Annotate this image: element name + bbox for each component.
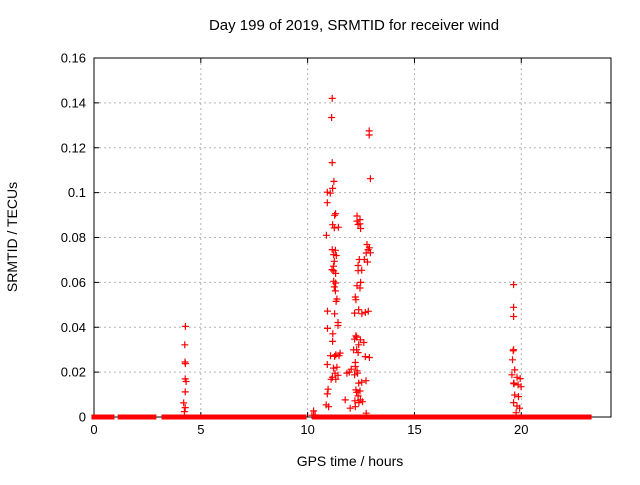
y-tick-label: 0.04 bbox=[61, 320, 86, 335]
x-tick-label: 10 bbox=[300, 422, 314, 437]
baseline-series bbox=[91, 414, 592, 420]
x-tick-label: 0 bbox=[90, 422, 97, 437]
grid-lines bbox=[94, 58, 611, 417]
y-tick-label: 0.1 bbox=[68, 185, 86, 200]
baseline-bar bbox=[514, 414, 525, 420]
x-tick-label: 20 bbox=[514, 422, 528, 437]
x-tick-labels: 0 5 10 15 20 bbox=[90, 422, 528, 437]
baseline-bar bbox=[161, 414, 307, 420]
baseline-bar bbox=[519, 414, 592, 420]
baseline-bar bbox=[91, 414, 115, 420]
baseline-bar bbox=[338, 414, 360, 420]
x-tick-label: 5 bbox=[197, 422, 204, 437]
y-tick-label: 0.14 bbox=[61, 95, 86, 110]
x-tick-label: 15 bbox=[407, 422, 421, 437]
y-tick-label: 0.16 bbox=[61, 51, 86, 66]
baseline-bar bbox=[312, 414, 323, 420]
plot-border bbox=[93, 57, 612, 418]
y-tick-label: 0.02 bbox=[61, 365, 86, 380]
chart-title: Day 199 of 2019, SRMTID for receiver win… bbox=[209, 17, 499, 34]
baseline-bar bbox=[317, 414, 330, 420]
y-tick-label: 0.06 bbox=[61, 275, 86, 290]
y-tick-label: 0.08 bbox=[61, 230, 86, 245]
y-axis-label: SRMTID / TECUs bbox=[4, 182, 20, 292]
axis-ticks bbox=[93, 57, 611, 418]
scatter-points bbox=[180, 94, 525, 419]
y-tick-label: 0 bbox=[79, 410, 86, 425]
baseline-bar bbox=[117, 414, 157, 420]
y-tick-label: 0.12 bbox=[61, 140, 86, 155]
baseline-bar bbox=[327, 414, 340, 420]
scatter-marker-path bbox=[180, 94, 525, 419]
x-axis-label: GPS time / hours bbox=[297, 453, 404, 469]
baseline-bar bbox=[364, 414, 520, 420]
y-tick-labels: 0 0.02 0.04 0.06 0.08 0.1 0.12 0.14 0.16 bbox=[61, 51, 86, 425]
baseline-bar bbox=[358, 414, 369, 420]
